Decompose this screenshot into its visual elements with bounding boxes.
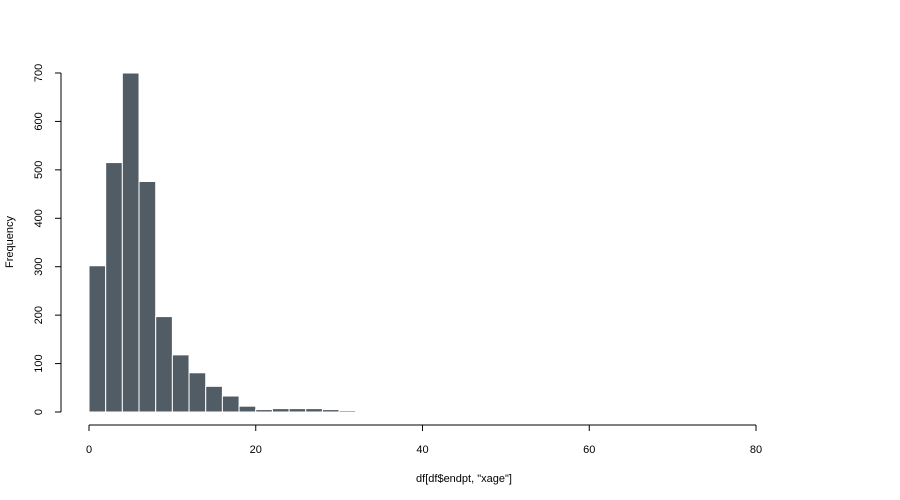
bars-group xyxy=(88,72,557,413)
histogram-bar xyxy=(138,180,157,413)
histogram-bar xyxy=(105,162,123,413)
histogram-bar xyxy=(371,411,390,413)
histogram-bar xyxy=(538,411,557,413)
histogram-bar xyxy=(305,408,323,413)
y-axis: 0 100 200 300 400 500 600 700 xyxy=(33,64,62,415)
x-tick-label: 20 xyxy=(250,444,262,456)
y-tick-label: 0 xyxy=(33,409,45,415)
x-tick-label: 80 xyxy=(750,444,762,456)
histogram-bar xyxy=(121,72,140,413)
y-tick-label: 100 xyxy=(33,354,45,372)
histogram-bar xyxy=(422,411,440,413)
y-tick-label: 300 xyxy=(33,258,45,276)
y-tick-label: 600 xyxy=(33,112,45,130)
histogram-bar xyxy=(188,372,207,413)
x-axis: 0 20 40 60 80 xyxy=(86,424,762,456)
x-tick-label: 40 xyxy=(416,444,428,456)
histogram-bar xyxy=(155,316,173,413)
histogram-bar xyxy=(321,409,340,413)
histogram-bar xyxy=(288,408,307,413)
histogram-bar xyxy=(238,405,257,413)
y-tick-label: 400 xyxy=(33,209,45,227)
histogram-bar xyxy=(355,411,373,413)
y-tick-label: 700 xyxy=(33,64,45,82)
histogram-bar xyxy=(221,395,240,413)
histogram-bar xyxy=(338,410,357,413)
y-tick-label: 200 xyxy=(33,306,45,324)
x-tick-label: 60 xyxy=(583,444,595,456)
y-axis-title: Frequency xyxy=(4,216,16,268)
x-axis-title: df[df$endpt, "xage"] xyxy=(416,473,512,485)
histogram-bar xyxy=(205,385,223,413)
y-tick-label: 500 xyxy=(33,161,45,179)
histogram-bar xyxy=(171,354,190,413)
histogram-bar xyxy=(255,409,273,413)
histogram-bar xyxy=(88,265,107,413)
histogram-bar xyxy=(271,408,290,413)
x-tick-label: 0 xyxy=(86,444,92,456)
